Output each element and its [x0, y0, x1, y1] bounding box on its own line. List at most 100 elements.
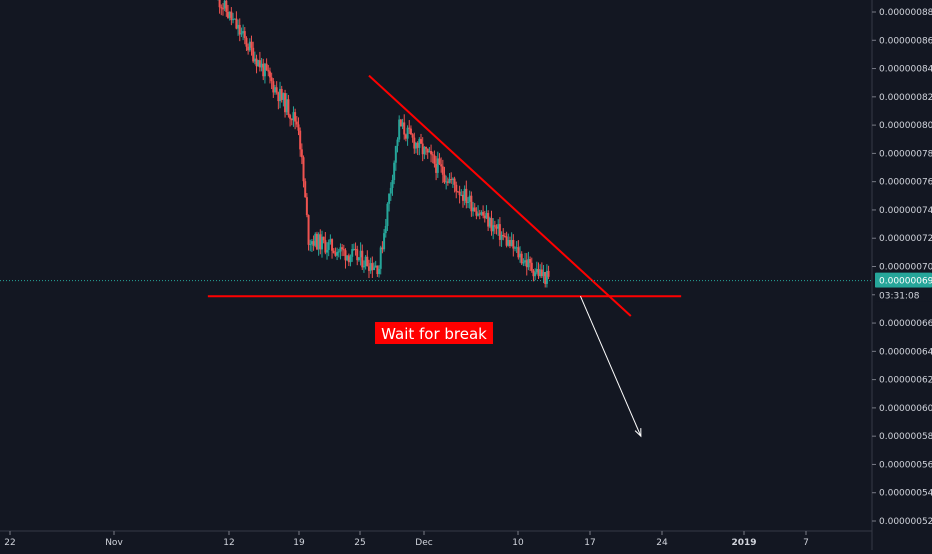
candles-layer: [217, 0, 550, 288]
candle-body: [480, 212, 483, 215]
candle-body: [425, 146, 428, 149]
candle-body: [463, 188, 466, 201]
candle-body: [233, 18, 236, 20]
candle-body: [440, 164, 443, 167]
last-price-badge: [875, 272, 932, 288]
candle-body: [294, 112, 297, 122]
candle-body: [488, 218, 491, 227]
candle-body: [282, 93, 285, 100]
candle-body: [232, 19, 235, 21]
candle-body: [250, 41, 253, 48]
candle-body: [255, 58, 258, 67]
candle-body: [473, 207, 476, 212]
candle-body: [534, 272, 537, 277]
candle-body: [381, 247, 384, 250]
candle-body: [446, 181, 449, 183]
candle-body: [240, 33, 243, 35]
time-tick-label: 25: [354, 538, 365, 548]
candle-body: [337, 251, 340, 253]
price-axis[interactable]: 0.00000052 0.00000054 0.00000056 0.00000058…: [871, 0, 932, 550]
candle-body: [309, 244, 312, 246]
candle-body: [450, 179, 453, 181]
candle-body: [292, 112, 295, 121]
candle-body: [314, 233, 317, 246]
candle-body: [376, 265, 379, 275]
candle-body: [470, 195, 473, 212]
candle-body: [270, 77, 273, 82]
annotation-box[interactable]: [375, 322, 493, 344]
candle-body: [272, 81, 275, 93]
candle-body: [497, 224, 500, 229]
candle-body: [458, 191, 461, 196]
candle-body: [465, 188, 468, 203]
candle-body: [393, 162, 396, 181]
candle-body: [225, 0, 228, 12]
candle-body: [426, 148, 429, 153]
candle-body: [324, 240, 327, 253]
candle-body: [331, 239, 334, 251]
candle-body: [280, 88, 283, 100]
time-axis[interactable]: 22 Nov 12 19 25 Dec 10 17 24 2019 7: [0, 530, 872, 548]
candle-body: [430, 150, 433, 155]
candle-body: [230, 11, 233, 21]
price-tick-label: 0.00000086: [879, 36, 932, 46]
candle-body: [445, 181, 448, 183]
candle-body: [453, 178, 456, 185]
candle-body: [364, 256, 367, 267]
candle-body: [346, 255, 349, 261]
candle-body: [290, 118, 293, 121]
candle-body: [223, 0, 226, 9]
candle-body: [539, 269, 542, 277]
candle-body: [401, 122, 404, 127]
candle-body: [273, 87, 276, 93]
drawings-layer: Wait for break: [0, 74, 872, 438]
price-tick-label: 0.00000058: [879, 432, 932, 442]
candle-body: [221, 8, 224, 10]
price-tick-label: 0.00000056: [879, 460, 932, 470]
candle-body: [227, 11, 229, 18]
price-tick-label: 0.00000066: [879, 319, 932, 329]
candle-body: [398, 119, 401, 140]
candle-body: [336, 251, 339, 256]
candle-body: [530, 262, 533, 271]
candle-body: [503, 236, 506, 238]
candle-body: [532, 270, 535, 277]
candle-body: [302, 157, 305, 182]
price-tick-label: 0.00000064: [879, 347, 932, 357]
time-tick-label: 24: [656, 538, 668, 548]
candle-body: [428, 150, 431, 153]
candle-body: [431, 154, 434, 156]
candle-body: [362, 266, 365, 268]
candle-body: [492, 225, 495, 232]
candle-body: [433, 155, 436, 164]
candle-body: [522, 262, 525, 264]
candle-body: [455, 184, 458, 192]
candle-body: [500, 234, 503, 240]
projection-arrow[interactable]: [579, 295, 642, 437]
candle-body: [487, 213, 490, 227]
candle-body: [326, 249, 329, 253]
candle-body: [315, 233, 318, 250]
candle-body: [468, 195, 471, 202]
resistance-trendline[interactable]: [368, 74, 632, 317]
candle-body: [277, 92, 280, 102]
candle-body: [344, 250, 347, 261]
candle-body: [421, 143, 424, 155]
candle-body: [279, 88, 282, 102]
price-tick-label: 0.00000084: [879, 65, 932, 75]
candle-body: [373, 267, 376, 271]
price-tick-label: 0.00000054: [879, 489, 932, 499]
candle-body: [524, 260, 527, 263]
candle-body: [352, 248, 355, 250]
candle-body: [404, 134, 407, 139]
candle-body: [366, 256, 369, 267]
time-tick-label: 12: [223, 538, 234, 548]
candle-body: [220, 7, 223, 9]
candle-body: [545, 270, 548, 284]
price-tick-label: 0.00000060: [879, 404, 932, 414]
candle-body: [289, 115, 292, 119]
candle-body: [320, 236, 323, 250]
candle-body: [519, 253, 522, 258]
